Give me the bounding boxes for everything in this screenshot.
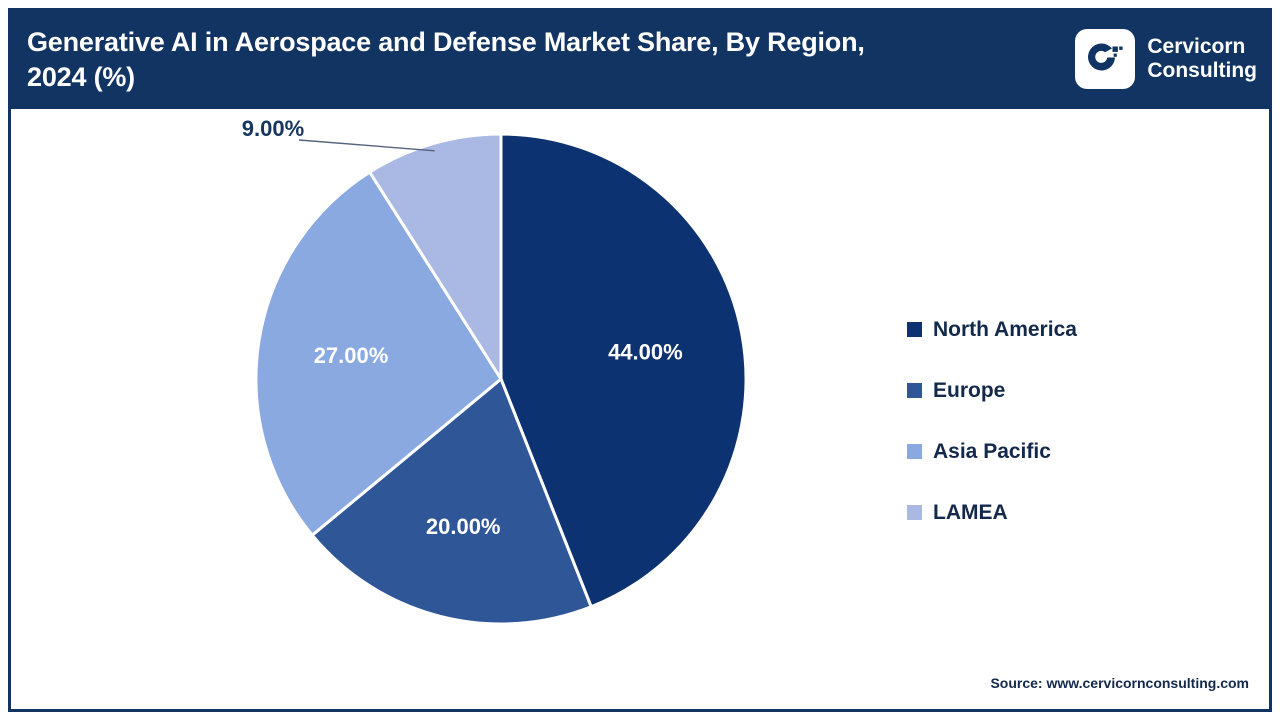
- legend-label: Europe: [933, 378, 1006, 402]
- pie-chart-svg: 44.00% 20.00% 27.00% 9.00%: [242, 116, 748, 626]
- chart-body: 44.00% 20.00% 27.00% 9.00% North America Eu…: [11, 109, 1269, 709]
- logo-wordmark: Cervicorn Consulting: [1147, 35, 1257, 82]
- legend-item-north-america[interactable]: North America: [907, 299, 1227, 360]
- legend-item-europe[interactable]: Europe: [907, 360, 1227, 421]
- legend-swatch-icon: [907, 444, 922, 459]
- source-note: Source: www.cervicornconsulting.com: [990, 675, 1249, 691]
- legend-item-asia-pacific[interactable]: Asia Pacific: [907, 421, 1227, 482]
- chart-legend: North America Europe Asia Pacific LAMEA: [907, 299, 1227, 543]
- legend-swatch-icon: [907, 505, 922, 520]
- page-title: Generative AI in Aerospace and Defense M…: [27, 27, 865, 92]
- header-band: Generative AI in Aerospace and Defense M…: [11, 11, 1269, 109]
- pie-slice-label: 27.00%: [314, 343, 389, 368]
- pie-slices: [254, 132, 748, 626]
- pie-slice-label: 20.00%: [426, 514, 501, 539]
- legend-swatch-icon: [907, 383, 922, 398]
- pie-slice-label: 9.00%: [242, 116, 304, 141]
- pie-slice[interactable]: [499, 132, 748, 609]
- leader-line: [298, 139, 435, 152]
- legend-label: North America: [933, 317, 1077, 341]
- pie-slice[interactable]: [254, 170, 503, 538]
- pie-slice[interactable]: [310, 376, 594, 626]
- legend-label: LAMEA: [933, 500, 1008, 524]
- brand-logo: Cervicorn Consulting: [1075, 25, 1257, 93]
- legend-swatch-icon: [907, 322, 922, 337]
- infographic-card: Generative AI in Aerospace and Defense M…: [8, 8, 1272, 712]
- legend-label: Asia Pacific: [933, 439, 1051, 463]
- pie-slice-label: 44.00%: [608, 340, 683, 365]
- pie-leader-lines: [298, 139, 435, 152]
- pie-slice[interactable]: [367, 132, 503, 385]
- pie-chart: 44.00% 20.00% 27.00% 9.00%: [191, 69, 811, 689]
- legend-item-lamea[interactable]: LAMEA: [907, 482, 1227, 543]
- pie-data-labels: 44.00% 20.00% 27.00% 9.00%: [242, 116, 683, 539]
- cervicorn-logo-mark-icon: [1075, 29, 1136, 89]
